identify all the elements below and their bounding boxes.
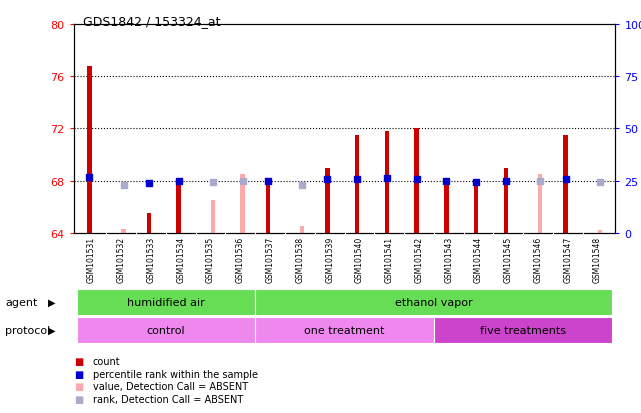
Text: ▶: ▶ (48, 297, 56, 307)
Point (174, 178, 184, 185)
Bar (325, 168, 329, 233)
Point (352, 177, 362, 183)
Text: GSM101538: GSM101538 (296, 236, 304, 282)
Bar (415, 129, 419, 233)
Text: GSM101536: GSM101536 (236, 236, 245, 282)
Text: GSM101539: GSM101539 (325, 236, 334, 282)
Bar (77, 317, 255, 343)
Bar (176, 178, 181, 233)
Text: ■: ■ (74, 381, 83, 391)
Point (237, 178, 247, 185)
Text: ethanol vapor: ethanol vapor (395, 297, 472, 308)
Text: control: control (147, 325, 185, 335)
Point (382, 175, 392, 182)
Text: GSM101534: GSM101534 (176, 236, 185, 282)
Bar (474, 180, 478, 233)
Point (144, 180, 154, 187)
Point (119, 182, 129, 188)
Text: GSM101546: GSM101546 (533, 236, 542, 282)
Bar (211, 201, 215, 233)
Text: protocol: protocol (5, 325, 51, 335)
Point (442, 178, 452, 185)
Bar (444, 181, 449, 233)
Bar (240, 175, 245, 233)
Bar (265, 181, 270, 233)
Point (322, 177, 333, 183)
Text: GSM101548: GSM101548 (593, 236, 602, 282)
Bar (255, 317, 434, 343)
Point (560, 177, 570, 183)
Text: ■: ■ (74, 369, 83, 379)
Bar (434, 317, 612, 343)
Bar (597, 231, 602, 233)
Bar (121, 230, 126, 233)
Bar (300, 227, 304, 233)
Text: GSM101542: GSM101542 (415, 236, 424, 282)
Point (208, 179, 218, 186)
Text: GSM101545: GSM101545 (504, 236, 513, 282)
Text: count: count (93, 356, 121, 366)
Bar (77, 290, 255, 316)
Point (263, 178, 273, 185)
Point (412, 177, 422, 183)
Bar (538, 175, 542, 233)
Bar (563, 135, 568, 233)
Point (471, 179, 481, 186)
Point (595, 179, 605, 186)
Text: GSM101547: GSM101547 (563, 236, 572, 282)
Text: five treatments: five treatments (480, 325, 566, 335)
Text: GSM101535: GSM101535 (206, 236, 215, 282)
Text: value, Detection Call = ABSENT: value, Detection Call = ABSENT (93, 381, 248, 391)
Point (297, 182, 307, 188)
Text: GSM101544: GSM101544 (474, 236, 483, 282)
Text: GSM101537: GSM101537 (265, 236, 274, 282)
Text: humidified air: humidified air (127, 297, 205, 308)
Bar (147, 214, 151, 233)
Point (535, 178, 545, 185)
Text: GDS1842 / 153324_at: GDS1842 / 153324_at (83, 15, 221, 28)
Bar (385, 132, 389, 233)
Bar (355, 135, 360, 233)
Text: percentile rank within the sample: percentile rank within the sample (93, 369, 258, 379)
Point (84, 174, 94, 180)
Bar (255, 290, 612, 316)
Text: rank, Detection Call = ABSENT: rank, Detection Call = ABSENT (93, 394, 243, 404)
Point (501, 178, 511, 185)
Text: ▶: ▶ (48, 325, 56, 335)
Text: GSM101531: GSM101531 (87, 236, 96, 282)
Text: ■: ■ (74, 394, 83, 404)
Bar (504, 168, 508, 233)
Bar (87, 66, 92, 233)
Text: GSM101532: GSM101532 (117, 236, 126, 282)
Text: GSM101540: GSM101540 (355, 236, 364, 282)
Text: GSM101541: GSM101541 (385, 236, 394, 282)
Text: GSM101543: GSM101543 (444, 236, 453, 282)
Text: agent: agent (5, 297, 38, 307)
Text: one treatment: one treatment (304, 325, 385, 335)
Text: GSM101533: GSM101533 (147, 236, 156, 282)
Text: ■: ■ (74, 356, 83, 366)
